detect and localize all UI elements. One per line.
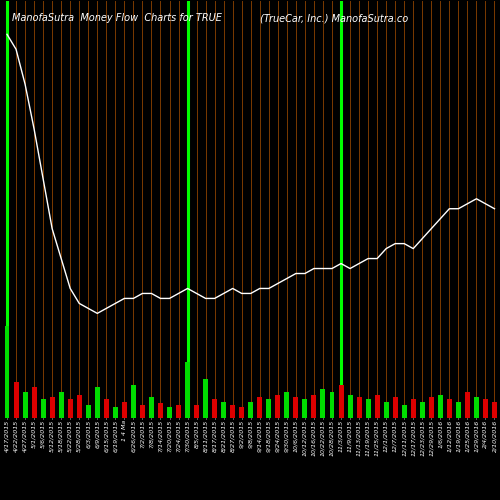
Bar: [438, 395, 443, 417]
Bar: [392, 397, 398, 417]
Bar: [140, 406, 145, 417]
Bar: [122, 402, 127, 417]
Bar: [284, 392, 290, 417]
Bar: [320, 389, 326, 418]
Bar: [203, 379, 208, 418]
Bar: [483, 399, 488, 417]
Bar: [76, 395, 82, 417]
Bar: [465, 392, 470, 417]
Bar: [302, 399, 308, 417]
Bar: [447, 399, 452, 417]
Bar: [158, 403, 163, 417]
Bar: [68, 399, 72, 417]
Bar: [248, 402, 253, 417]
Bar: [113, 408, 118, 418]
Bar: [176, 406, 181, 417]
Bar: [32, 387, 36, 418]
Bar: [212, 399, 217, 417]
Bar: [104, 399, 109, 417]
Bar: [221, 402, 226, 417]
Bar: [22, 392, 28, 417]
Bar: [40, 399, 46, 417]
Bar: [58, 392, 64, 417]
Bar: [149, 397, 154, 417]
Bar: [366, 399, 370, 417]
Bar: [348, 395, 352, 417]
Bar: [312, 395, 316, 417]
Bar: [4, 326, 10, 418]
Bar: [266, 399, 272, 417]
Bar: [131, 385, 136, 418]
Bar: [492, 402, 497, 417]
Bar: [429, 397, 434, 417]
Bar: [185, 362, 190, 418]
Bar: [194, 406, 199, 417]
Bar: [95, 387, 100, 418]
Bar: [474, 397, 479, 417]
Bar: [167, 408, 172, 418]
Bar: [330, 392, 334, 417]
Bar: [239, 408, 244, 418]
Bar: [14, 382, 18, 418]
Text: (TrueCar, Inc.) ManofaSutra.co: (TrueCar, Inc.) ManofaSutra.co: [260, 14, 408, 24]
Bar: [411, 399, 416, 417]
Bar: [420, 402, 425, 417]
Bar: [86, 406, 90, 417]
Bar: [258, 397, 262, 417]
Bar: [402, 406, 406, 417]
Bar: [384, 402, 388, 417]
Bar: [338, 385, 344, 418]
Bar: [356, 397, 362, 417]
Bar: [456, 402, 461, 417]
Text: ManofaSutra  Money Flow  Charts for TRUE: ManofaSutra Money Flow Charts for TRUE: [12, 14, 222, 24]
Bar: [276, 395, 280, 417]
Bar: [50, 397, 54, 417]
Bar: [374, 395, 380, 417]
Bar: [294, 397, 298, 417]
Bar: [230, 406, 235, 417]
